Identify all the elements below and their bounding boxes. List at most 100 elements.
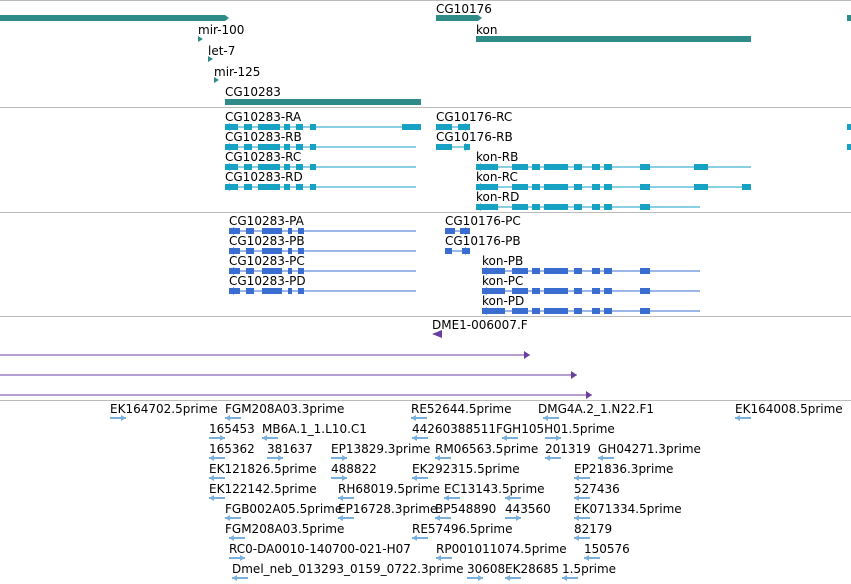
est-label[interactable]: FGB002A05.5prime <box>225 502 343 516</box>
est-label[interactable]: EK122142.5prime <box>209 482 317 496</box>
transcript-glyph-exon <box>258 144 280 150</box>
transcript-glyph-exon <box>604 184 612 190</box>
est-label[interactable]: DMG4A.2_1.N22.F1 <box>538 402 655 416</box>
est-label[interactable]: 443560 <box>505 502 551 516</box>
est-label[interactable]: BP548890 <box>435 502 497 516</box>
est-label[interactable]: 165362 <box>209 442 255 456</box>
gene-label-let-7[interactable]: let-7 <box>208 44 236 58</box>
gene-label-cg10176[interactable]: CG10176 <box>436 2 492 16</box>
protein-glyph-arrow <box>229 227 234 235</box>
est-label[interactable]: 381637 <box>267 442 313 456</box>
gene-label-cg10283[interactable]: CG10283 <box>225 85 281 99</box>
est-label[interactable]: FGM208A03.5prime <box>225 522 345 536</box>
est-label[interactable]: RP001011074.5prime <box>436 542 567 556</box>
est-label[interactable]: RE52644.5prime <box>411 402 512 416</box>
protein-glyph-exon <box>288 288 292 294</box>
est-label[interactable]: 527436 <box>574 482 620 496</box>
protein-glyph-exon <box>604 308 612 314</box>
est-label[interactable]: EC13143.5prime <box>444 482 545 496</box>
transcript-label-cg10176-rc[interactable]: CG10176-RC <box>436 110 513 124</box>
est-label[interactable]: GH04271.3prime <box>598 442 701 456</box>
est-label[interactable]: EP16728.3prime <box>338 502 438 516</box>
est-glyph-arrow <box>342 455 347 461</box>
est-label[interactable]: EK292315.5prime <box>412 462 520 476</box>
est-label[interactable]: EK164702.5prime <box>110 402 218 416</box>
est-label[interactable]: 150576 <box>584 542 630 556</box>
est-glyph-arrow <box>225 415 230 421</box>
protein-glyph-exon <box>640 288 650 294</box>
protein-label-cg10283-pd[interactable]: CG10283-PD <box>229 274 306 288</box>
transcript-label-kon-rb[interactable]: kon-RB <box>476 150 519 164</box>
protein-glyph-exon <box>246 248 254 254</box>
est-label[interactable]: 201319 <box>545 442 591 456</box>
gene-label-mir-100[interactable]: mir-100 <box>198 23 245 37</box>
protein-glyph-exon <box>229 248 240 254</box>
est-label[interactable]: RE57496.5prime <box>412 522 513 536</box>
est-label[interactable]: Dmel_neb_013293_0159_0722.3prime <box>232 562 464 576</box>
est-label[interactable]: FGM208A03.3prime <box>225 402 345 416</box>
track-divider-alignments <box>0 316 851 317</box>
protein-glyph-exon <box>262 268 282 274</box>
est-label[interactable]: 82179 <box>574 522 613 536</box>
est-label[interactable]: MB6A.1_1.L10.C1 <box>262 422 367 436</box>
mirna-glyph <box>198 36 203 42</box>
est-glyph-arrow <box>412 475 417 481</box>
est-label[interactable]: 1.5prime <box>562 562 617 576</box>
gene-label-kon[interactable]: kon <box>476 23 498 37</box>
gene-glyph-arrow <box>225 15 229 21</box>
transcript-glyph-exon <box>225 144 238 150</box>
protein-glyph-exon <box>262 288 282 294</box>
est-glyph-arrow <box>209 455 214 461</box>
est-label[interactable]: 44260388511FGH105H01.5prime <box>412 422 615 436</box>
est-label[interactable]: EK071334.5prime <box>574 502 682 516</box>
protein-glyph-exon <box>592 288 600 294</box>
protein-label-cg10176-pc[interactable]: CG10176-PC <box>445 214 521 228</box>
est-label[interactable]: RM06563.5prime <box>435 442 539 456</box>
est-label[interactable]: 30608 <box>467 562 506 576</box>
est-label[interactable]: EP13829.3prime <box>331 442 431 456</box>
protein-label-cg10283-pb[interactable]: CG10283-PB <box>229 234 305 248</box>
transcript-label-cg10176-rb[interactable]: CG10176-RB <box>436 130 513 144</box>
est-label[interactable]: 165453 <box>209 422 255 436</box>
est-label[interactable]: EK121826.5prime <box>209 462 317 476</box>
est-label[interactable]: EK164008.5prime <box>735 402 843 416</box>
transcript-label-cg10283-ra[interactable]: CG10283-RA <box>225 110 302 124</box>
transcript-label-cg10283-rd[interactable]: CG10283-RD <box>225 170 303 184</box>
est-label[interactable]: RH68019.5prime <box>338 482 440 496</box>
protein-label-kon-pd[interactable]: kon-PD <box>482 294 525 308</box>
protein-label-kon-pc[interactable]: kon-PC <box>482 274 524 288</box>
track-divider-transcripts <box>0 107 851 108</box>
protein-label-cg10283-pc[interactable]: CG10283-PC <box>229 254 305 268</box>
transcript-glyph-exon <box>244 124 252 130</box>
est-label[interactable]: EP21836.3prime <box>574 462 674 476</box>
gene-label-mir-125[interactable]: mir-125 <box>214 65 261 79</box>
protein-glyph-exon <box>246 268 254 274</box>
transcript-glyph-exon <box>544 164 568 170</box>
est-label[interactable]: EK28685 <box>505 562 559 576</box>
transcript-label-cg10283-rc[interactable]: CG10283-RC <box>225 150 302 164</box>
protein-label-kon-pb[interactable]: kon-PB <box>482 254 524 268</box>
transcript-glyph-arrow <box>225 123 230 131</box>
transcript-label-kon-rd[interactable]: kon-RD <box>476 190 520 204</box>
gene-glyph <box>847 15 851 21</box>
transcript-label-kon-rc[interactable]: kon-RC <box>476 170 518 184</box>
gene-glyph <box>476 36 751 42</box>
transcript-glyph-exon <box>225 184 238 190</box>
protein-glyph-exon <box>640 268 650 274</box>
transcript-glyph-exon <box>640 164 650 170</box>
est-glyph-arrow <box>505 495 510 501</box>
transcript-glyph-exon <box>742 184 751 190</box>
protein-glyph-exon <box>298 288 304 294</box>
est-glyph-arrow <box>502 435 507 441</box>
transcript-glyph-arrow <box>476 203 481 211</box>
alignment-label-dme1[interactable]: DME1-006007.F <box>432 318 528 332</box>
transcript-glyph-exon <box>284 184 290 190</box>
protein-label-cg10176-pb[interactable]: CG10176-PB <box>445 234 521 248</box>
est-glyph-arrow <box>478 575 483 581</box>
est-label[interactable]: 488822 <box>331 462 377 476</box>
transcript-label-cg10283-rb[interactable]: CG10283-RB <box>225 130 302 144</box>
track-divider-ests <box>0 400 851 401</box>
est-label[interactable]: RC0-DA0010-140700-021-H07 <box>229 542 411 556</box>
protein-label-cg10283-pa[interactable]: CG10283-PA <box>229 214 304 228</box>
